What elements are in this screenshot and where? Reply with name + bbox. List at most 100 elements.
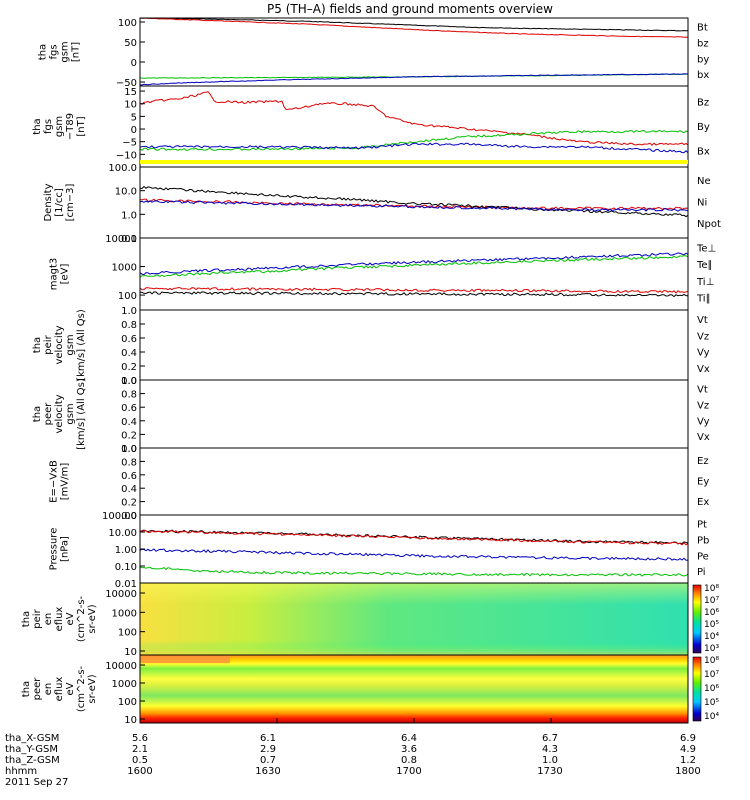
y-tick-label: 0.8 [121,390,137,401]
legend-label: Te⊥ [696,243,716,254]
panel-4: Te⊥ Te∥ Ti⊥ Ti∥ 10000 1000 100 magt3 [eV] [49,234,716,311]
legend-label: Pb [697,535,709,546]
legend-label: Vt [697,315,708,326]
legend-label: Vx [697,432,710,443]
y-tick-label: 0.8 [121,320,137,331]
y-axis-label: tha [21,611,32,627]
colorbar-tick-label: 10³ [704,644,719,654]
y-axis-label: (cm^2-s- [76,665,87,712]
x-row-hhmm: hhmm 1600 1630 1700 1730 1800 [5,766,701,777]
date-label: 2011 Sep 27 [5,777,68,788]
spectrogram-image [140,655,688,723]
y-tick-label: 10 [124,100,137,111]
y-tick-label: 0.2 [121,498,137,509]
y-axis-label: eflux [54,677,65,702]
panel-frame [139,17,689,87]
series-line [139,255,689,278]
y-axis-label: eV [65,612,76,625]
legend-label: Npot [697,219,721,230]
legend-label: Bx [697,147,710,158]
colorbar [692,656,702,722]
y-axis-label: [km/s] (All Qs) [76,378,87,450]
y-tick-label: 0.2 [121,430,137,441]
x-tick-label: 0.8 [401,755,417,766]
colorbar-tick-label: 10⁷ [704,596,719,606]
legend-label: Vt [697,385,708,396]
y-tick-label: 0.0 [121,444,137,455]
y-tick-label: 1.0 [121,210,137,221]
x-tick-label: 6.7 [542,733,558,744]
series-line [139,200,689,212]
colorbar-tick-label: 10⁷ [704,670,719,680]
x-tick-label: 1700 [396,766,421,777]
y-axis-label: fgs [49,44,60,59]
y-axis-label: tha [32,406,43,422]
y-axis-label: E=−VxB [49,460,60,503]
x-row-zgsm: tha_Z-GSM 0.5 0.7 0.8 1.0 1.2 [5,755,696,766]
legend-label: Ex [697,497,709,508]
colorbar-tick-label: 10⁸ [704,584,719,594]
y-axis-label: en [43,683,54,696]
x-row-ygsm: tha_Y-GSM 2.1 2.9 3.6 4.3 4.9 [5,744,696,755]
y-axis-label: −T89 [65,113,76,140]
legend-label: Bz [697,98,709,109]
y-axis-label: peer [32,677,43,701]
panel-6: Vt Vz Vy Vx 1.0 0.8 0.6 0.4 0.2 0.0 tha peer velocit… [32,376,710,455]
y-tick-label: 0.8 [121,457,137,468]
y-tick-label: 10 [124,715,137,726]
y-tick-label: 1000 [112,263,137,274]
x-axis-table: tha_X-GSM 5.6 6.1 6.4 6.7 6.9 tha_Y-GSM … [5,733,701,788]
legend-label: bx [697,70,709,81]
panel-10: 10⁸ 10⁷ 10⁶ 10⁵ 10⁴ 10000 1000 100 10 tha peer en ef… [21,654,719,726]
x-row-label: tha_Z-GSM [5,755,60,766]
x-row-label: tha_Y-GSM [5,744,58,755]
y-axis-label: [mV/m] [60,463,71,501]
y-tick-label: 0.0 [121,376,137,387]
y-axis-label: eflux [54,607,65,632]
series-line [139,287,689,294]
y-axis-label: Pressure [49,528,60,571]
x-row-xgsm: tha_X-GSM 5.6 6.1 6.4 6.7 6.9 [5,733,696,744]
y-tick-label: 1000 [112,679,137,690]
colorbar-tick-label: 10⁴ [704,632,719,642]
legend-label: Ez [697,456,709,467]
panel-frame [139,447,689,516]
y-axis-label: eV [65,682,76,695]
x-tick-label: 6.1 [260,733,276,744]
y-tick-label: 0.01 [115,579,137,590]
y-tick-label: 0.10 [115,562,137,573]
panel-5: Vt Vz Vy Vx 1.0 0.8 0.6 0.4 0.2 0.0 tha peir velocit… [32,306,710,387]
y-tick-label: 10000 [105,234,137,245]
y-tick-label: 0.4 [121,484,137,495]
legend-label: Vy [697,416,710,427]
y-tick-label: 100.00 [102,511,137,522]
series-line [139,291,689,298]
y-tick-label: 0.6 [121,334,137,345]
y-tick-label: −50 [116,78,137,89]
y-tick-label: 10000 [105,589,137,600]
legend-label: Pe [697,551,709,562]
y-tick-label: 0.6 [121,471,137,482]
x-tick-label: 1730 [537,766,562,777]
y-tick-label: 1.0 [121,376,137,387]
legend-label: By [697,122,710,133]
legend-label: Te∥ [696,260,713,271]
panel-frame [139,237,689,311]
y-tick-label: 100 [118,291,137,302]
y-tick-label: 100 [118,628,137,639]
y-axis-label: gsm [65,334,76,355]
y-tick-label: 10000 [105,661,137,672]
y-tick-label: 10 [124,647,137,658]
x-row-label: hhmm [5,766,37,777]
y-axis-label: velocity [54,394,65,433]
y-tick-label: 5 [131,112,137,123]
y-axis-label: [cm−3] [65,184,76,222]
colorbar-tick-label: 10⁶ [704,608,719,618]
colorbar-tick-label: 10⁶ [704,684,719,694]
y-axis-label: Density [43,183,54,221]
y-axis-label: [nPa] [60,536,71,562]
legend-label: Ey [697,477,709,488]
colorbar-tick-label: 10⁴ [704,712,719,722]
legend-label: Vy [697,348,710,359]
